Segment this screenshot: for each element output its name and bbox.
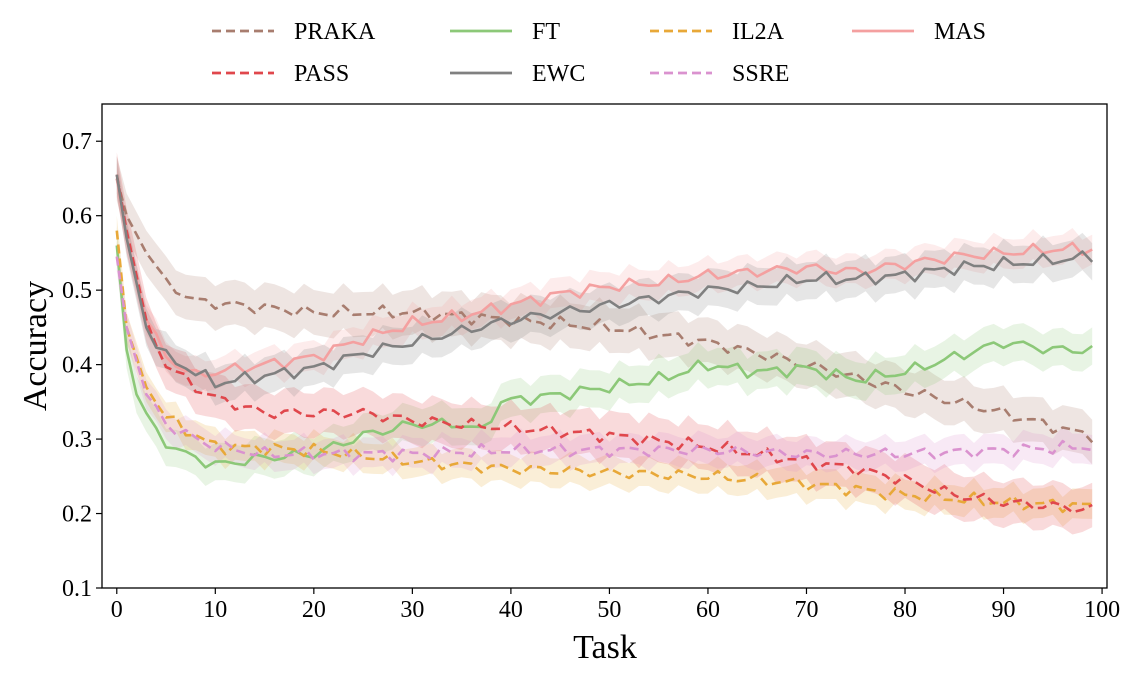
x-tick-label: 60	[696, 597, 720, 623]
series-line-praka	[115, 178, 1094, 444]
x-axis-title: Task	[573, 629, 637, 666]
series-line-ewc	[115, 174, 1094, 389]
legend: PRAKA FT IL2A MAS PASS EWC SSRE	[212, 19, 986, 87]
x-tick-label: 70	[794, 597, 818, 623]
y-ticks: 0.1 0.2 0.3 0.4 0.5 0.6 0.7	[62, 129, 102, 602]
legend-label-pass: PASS	[294, 61, 349, 87]
series-line-ssre	[115, 256, 1093, 463]
x-tick-label: 30	[400, 597, 424, 623]
y-tick-label: 0.4	[62, 353, 92, 379]
lines-layer	[115, 174, 1094, 514]
series-line-pass	[115, 174, 1093, 514]
x-tick-label: 80	[893, 597, 917, 623]
x-tick-label: 90	[992, 597, 1016, 623]
band-praka	[116, 156, 1093, 465]
y-axis-title: Accuracy	[17, 281, 54, 411]
x-tick-label: 50	[597, 597, 621, 623]
y-tick-label: 0.5	[62, 278, 92, 304]
x-tick-label: 20	[302, 597, 326, 623]
legend-label-ewc: EWC	[532, 61, 585, 87]
y-tick-label: 0.1	[62, 576, 92, 602]
legend-label-praka: PRAKA	[294, 19, 376, 45]
x-ticks: 0 10 20 30 40 50 60 70 80 90 100	[111, 588, 1120, 623]
legend-label-ssre: SSRE	[732, 61, 789, 87]
band-pass	[116, 152, 1093, 535]
x-tick-label: 100	[1084, 597, 1120, 623]
series-line-mas	[115, 178, 1093, 378]
x-tick-label: 10	[203, 597, 227, 623]
y-tick-label: 0.3	[62, 427, 92, 453]
legend-label-il2a: IL2A	[732, 19, 785, 45]
y-tick-label: 0.6	[62, 204, 92, 230]
band-ft	[116, 226, 1093, 486]
legend-label-mas: MAS	[934, 19, 986, 45]
band-mas	[116, 163, 1093, 392]
series-line-ft	[115, 245, 1093, 469]
y-tick-label: 0.2	[62, 502, 92, 528]
series-line-il2a	[115, 230, 1093, 514]
y-tick-label: 0.7	[62, 129, 92, 155]
legend-label-ft: FT	[532, 19, 560, 45]
x-tick-label: 0	[111, 597, 123, 623]
band-ssre	[116, 241, 1093, 477]
x-tick-label: 40	[499, 597, 523, 623]
band-il2a	[116, 215, 1093, 527]
bands-layer	[116, 152, 1093, 535]
plot-frame	[101, 103, 1108, 589]
